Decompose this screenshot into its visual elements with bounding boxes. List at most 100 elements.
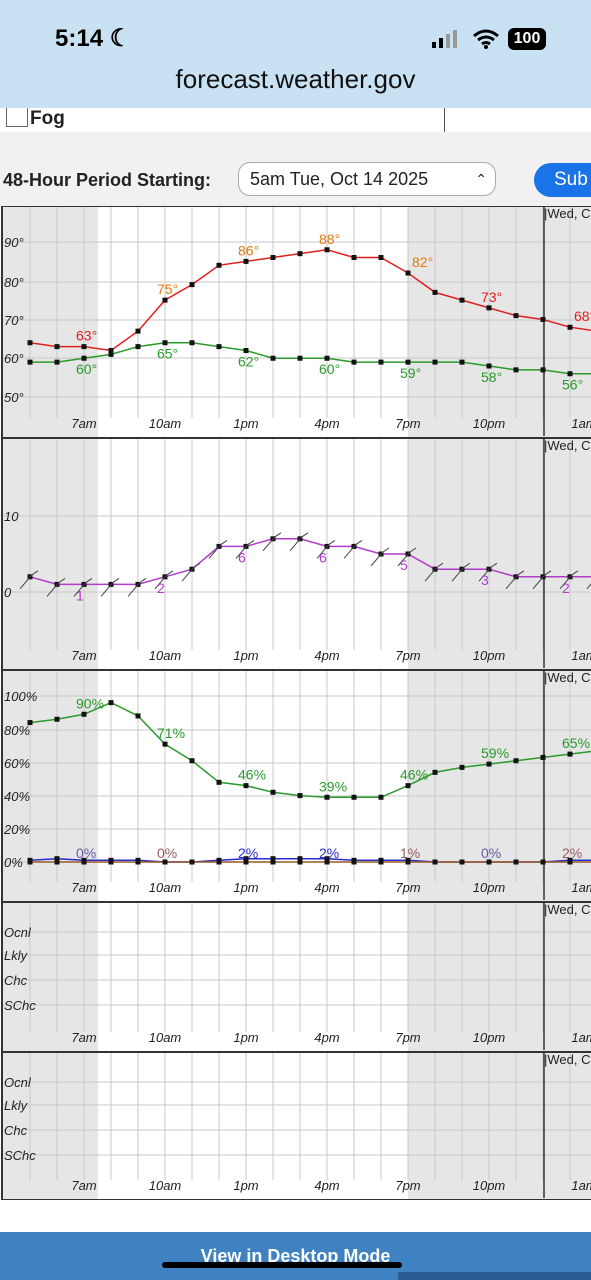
address-bar[interactable]: forecast.weather.gov bbox=[175, 64, 416, 94]
panel-precip-chance-1: |Wed, C 7am 10am 1pm 4pm 7pm 10pm 1am Ocnl Lkly Ch… bbox=[1, 901, 591, 1053]
time-tick-label: 10pm bbox=[473, 880, 506, 895]
data-label: 58° bbox=[481, 369, 502, 385]
time-tick-label: 1pm bbox=[233, 648, 258, 663]
data-point bbox=[135, 859, 141, 865]
data-point bbox=[459, 359, 465, 365]
y-tick-label: Lkly bbox=[4, 948, 29, 963]
time-tick-label: 1am bbox=[571, 1178, 591, 1193]
wind-barb bbox=[370, 547, 390, 567]
data-point bbox=[162, 297, 168, 303]
data-label: 2% bbox=[238, 845, 258, 861]
period-select-value: 5am Tue, Oct 14 2025 bbox=[250, 169, 429, 189]
panel-precip-chance-2: |Wed, C 7am 10am 1pm 4pm 7pm 10pm 1am Ocnl Lkly Ch… bbox=[1, 1051, 591, 1200]
night-shade bbox=[408, 206, 591, 438]
day-label: |Wed, C bbox=[544, 206, 590, 221]
y-tick-label: 90° bbox=[4, 235, 24, 250]
data-point bbox=[243, 783, 249, 789]
data-point bbox=[486, 305, 492, 311]
data-point bbox=[567, 371, 573, 377]
time-tick-label: 7am bbox=[71, 416, 96, 431]
y-tick-label: 60% bbox=[4, 756, 30, 771]
data-point bbox=[324, 355, 330, 361]
forecast-graph: |Wed, C 7am 10am 1pm 4pm 7pm 10pm 1am 90° 80° 70° 6… bbox=[1, 206, 591, 1200]
night-shade bbox=[408, 670, 591, 902]
time-tick-label: 10am bbox=[149, 1178, 182, 1193]
data-point bbox=[297, 859, 303, 865]
desktop-mode-link[interactable]: View in Desktop Mode bbox=[200, 1246, 391, 1266]
time-tick-label: 7am bbox=[71, 880, 96, 895]
time-tick-label: 10am bbox=[149, 648, 182, 663]
data-label: 65° bbox=[157, 346, 178, 362]
time-tick-label: 1pm bbox=[233, 1178, 258, 1193]
data-point bbox=[540, 754, 546, 760]
data-point bbox=[270, 255, 276, 261]
time-tick-label: 4pm bbox=[314, 1178, 339, 1193]
night-shade bbox=[408, 902, 591, 1052]
panel-wind: |Wed, C 7am 10am 1pm 4pm 7pm 10pm 1am 10 0 1 2 6 6 5 3 2 bbox=[1, 437, 591, 671]
data-point bbox=[216, 344, 222, 350]
wind-barb bbox=[181, 562, 201, 582]
data-point bbox=[351, 794, 357, 800]
series-line bbox=[29, 249, 591, 352]
y-tick-label: 0 bbox=[4, 585, 12, 600]
data-point bbox=[513, 367, 519, 373]
panel-humidity-precip: |Wed, C 7am 10am 1pm 4pm 7pm 10pm 1am 100% 80% 60%… bbox=[1, 669, 591, 903]
data-label: 2 bbox=[157, 580, 165, 596]
wind-barb bbox=[532, 570, 552, 590]
time-tick-label: 7pm bbox=[395, 1030, 420, 1045]
data-label: 46% bbox=[400, 767, 428, 783]
data-point bbox=[540, 859, 546, 865]
data-point bbox=[108, 700, 114, 706]
time-tick-label: 4pm bbox=[314, 648, 339, 663]
period-select[interactable]: 5am Tue, Oct 14 2025 ⌃ bbox=[238, 162, 496, 196]
wind-barb bbox=[316, 539, 336, 559]
time-tick-label: 4pm bbox=[314, 1030, 339, 1045]
signal-icon-bar-3 bbox=[446, 34, 450, 48]
data-point bbox=[54, 359, 60, 365]
data-point bbox=[513, 758, 519, 764]
night-shade bbox=[2, 1052, 98, 1200]
data-label: 65% bbox=[562, 735, 590, 751]
status-time: 5:14 ☾ bbox=[55, 24, 131, 53]
data-point bbox=[351, 359, 357, 365]
wind-barb bbox=[451, 562, 471, 582]
data-point bbox=[243, 859, 249, 865]
data-point bbox=[432, 859, 438, 865]
data-point bbox=[351, 255, 357, 261]
battery-icon: 100 bbox=[508, 28, 546, 50]
data-label: 1 bbox=[76, 587, 84, 603]
data-point bbox=[216, 262, 222, 268]
submit-button[interactable]: Sub bbox=[534, 163, 591, 197]
time-tick-label: 1pm bbox=[233, 880, 258, 895]
data-label: 0% bbox=[157, 845, 177, 861]
data-point bbox=[189, 340, 195, 346]
data-point bbox=[135, 344, 141, 350]
time-tick-label: 1am bbox=[571, 648, 591, 663]
time-tick-label: 1pm bbox=[233, 1030, 258, 1045]
data-point bbox=[378, 794, 384, 800]
fog-checkbox[interactable] bbox=[6, 108, 28, 127]
wind-barb bbox=[19, 570, 39, 590]
data-label: 2 bbox=[562, 580, 570, 596]
time-tick-label: 7pm bbox=[395, 416, 420, 431]
data-label: 63° bbox=[76, 328, 97, 344]
day-label: |Wed, C bbox=[544, 1052, 590, 1067]
data-label: 5 bbox=[400, 557, 408, 573]
data-point bbox=[378, 359, 384, 365]
data-point bbox=[567, 859, 573, 865]
data-point bbox=[540, 317, 546, 322]
data-label: 6 bbox=[319, 549, 327, 565]
data-point bbox=[486, 859, 492, 865]
data-point bbox=[324, 794, 330, 800]
wind-barb bbox=[262, 532, 282, 552]
fog-label: Fog bbox=[30, 108, 65, 129]
data-point bbox=[27, 859, 33, 865]
data-label: 3 bbox=[481, 572, 489, 588]
day-label: |Wed, C bbox=[544, 670, 590, 685]
data-label: 86° bbox=[238, 242, 259, 258]
signal-icon-bar-1 bbox=[432, 42, 436, 48]
day-label: |Wed, C bbox=[544, 902, 590, 917]
data-point bbox=[270, 789, 276, 795]
signal-wifi-icons bbox=[432, 29, 499, 49]
night-shade bbox=[408, 1052, 591, 1200]
